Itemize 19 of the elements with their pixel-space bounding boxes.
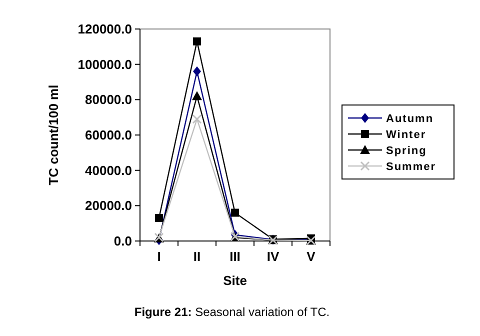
y-tick-label: 100000.0 — [78, 56, 132, 72]
y-tick-label: 80000.0 — [85, 92, 132, 108]
legend-label: Winter — [386, 128, 426, 141]
x-tick-label: V — [306, 249, 316, 264]
y-axis-title: TC count/100 ml — [46, 84, 61, 186]
x-tick-label: IV — [266, 249, 280, 264]
x-tick-label: III — [230, 249, 240, 264]
y-tick-label: 40000.0 — [85, 162, 132, 178]
x-axis-title: Site — [223, 273, 247, 288]
legend-label: Autumn — [386, 112, 434, 125]
y-tick-label: 0.0 — [114, 234, 132, 249]
legend-label: Summer — [386, 160, 436, 173]
x-tick-label: II — [193, 249, 201, 264]
y-tick-label: 120000.0 — [78, 22, 132, 37]
x-tick-label: I — [157, 249, 161, 264]
y-tick-label: 60000.0 — [85, 128, 132, 143]
caption: Figure 21: Seasonal variation of TC. — [134, 305, 330, 319]
legend-label: Spring — [386, 144, 427, 157]
y-tick-label: 20000.0 — [85, 198, 132, 214]
